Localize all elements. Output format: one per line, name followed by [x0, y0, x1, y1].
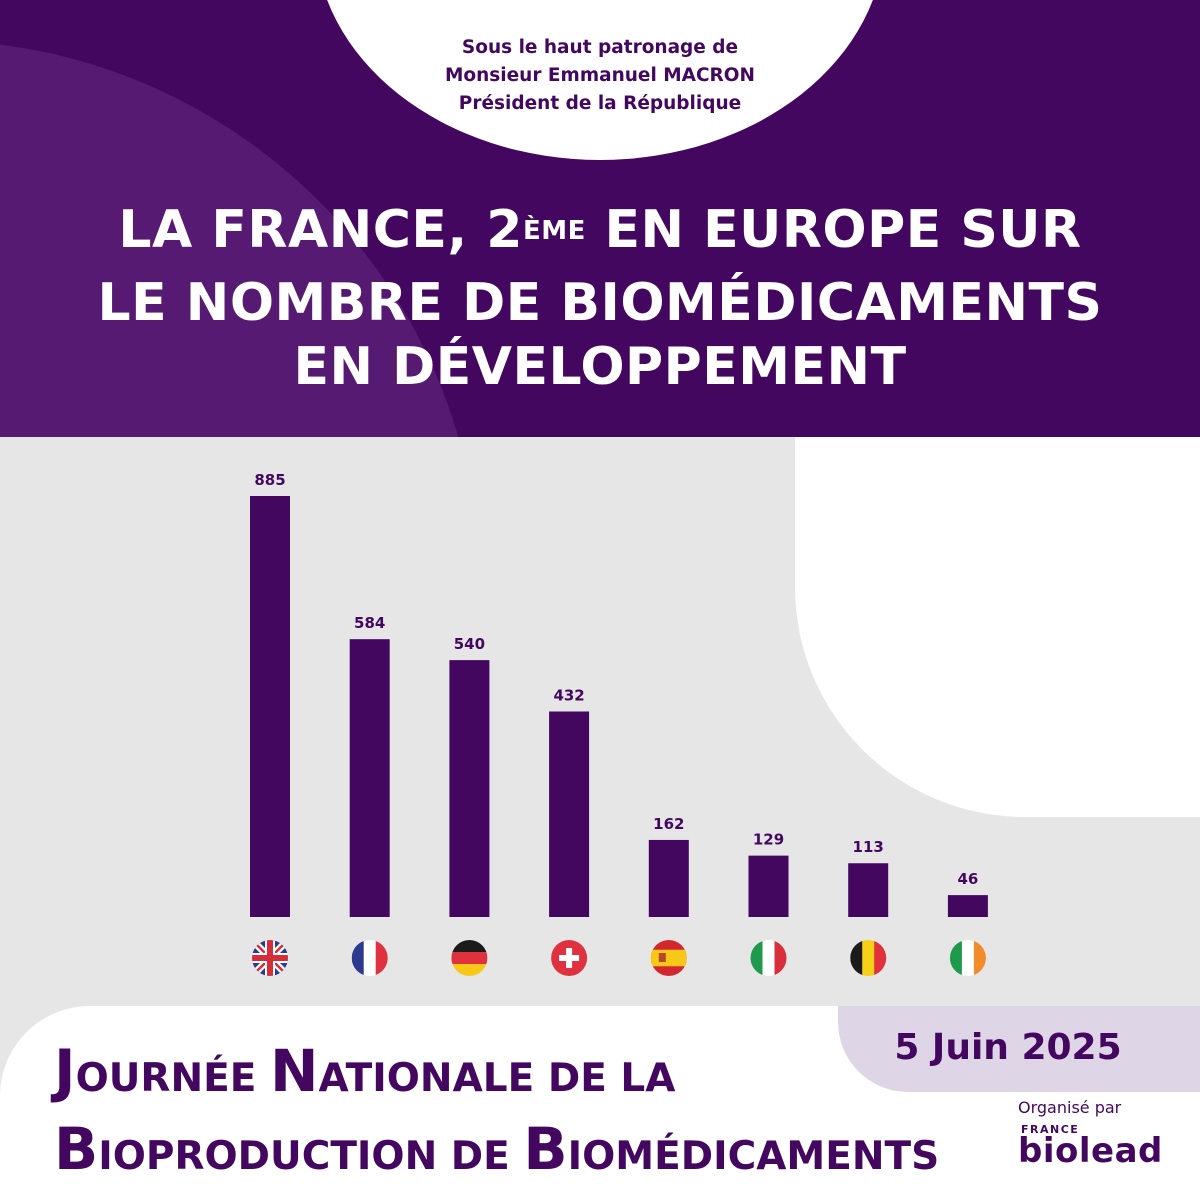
bar-ie: [947, 895, 988, 917]
event-title-cap: B: [54, 1115, 99, 1183]
bar-ch: [549, 711, 590, 917]
patronage-line-1: Sous le haut patronage de: [461, 37, 739, 58]
date-box: [838, 1006, 1200, 1092]
bar-fr: [349, 639, 390, 917]
flag-es-icon: [650, 940, 687, 976]
organizer: Organisé par FRANCE biolead: [1018, 1098, 1163, 1171]
event-title: JOURNÉE NATIONALE DE LA BIOPRODUCTION DE…: [54, 1036, 939, 1192]
event-title-part: IOPRODUCTION DE: [98, 1134, 524, 1179]
bar-de: [449, 660, 490, 917]
event-title-part: IOMÉDICAMENTS: [567, 1134, 940, 1179]
bar-uk: [250, 496, 290, 917]
bar-value-label: 540: [454, 635, 485, 653]
bar-value-label: 432: [553, 686, 584, 704]
bar-value-label: 46: [957, 870, 978, 888]
flag-de-icon: [451, 940, 488, 976]
headline: LA FRANCE, 2ÈME EN EUROPE SUR LE NOMBRE …: [0, 198, 1200, 399]
patronage-line-2: Monsieur Emmanuel MACRON: [444, 65, 756, 86]
bar-value-label: 162: [653, 815, 684, 833]
bar-value-label: 584: [354, 614, 385, 632]
headline-line-1: LA FRANCE, 2ÈME EN EUROPE SUR: [0, 198, 1200, 271]
bar-es: [648, 839, 689, 917]
event-title-part: ATIONALE DE LA: [318, 1056, 676, 1101]
bar-value-label: 113: [853, 838, 884, 856]
bar-be: [848, 863, 889, 917]
event-title-cap: J: [54, 1037, 76, 1105]
event-title-line-2: BIOPRODUCTION DE BIOMÉDICAMENTS: [54, 1114, 939, 1192]
flag-ch-icon: [551, 940, 588, 976]
flag-ie-icon: [949, 940, 986, 976]
headline-part: EN EUROPE SUR: [585, 200, 1082, 260]
bar-value-label: 885: [254, 471, 285, 489]
event-date: 5 Juin 2025: [894, 1027, 1122, 1068]
event-title-part: OURNÉE: [75, 1056, 270, 1101]
headline-superscript: ÈME: [522, 216, 586, 246]
biolead-logo: biolead: [1018, 1131, 1163, 1171]
header-section: Sous le haut patronage de Monsieur Emman…: [0, 0, 1200, 437]
headline-line-2: LE NOMBRE DE BIOMÉDICAMENTS: [97, 273, 1103, 333]
organizer-france: FRANCE: [1021, 1123, 1080, 1136]
flag-be-icon: [850, 940, 887, 976]
bar-value-label: 129: [753, 831, 784, 849]
flag-uk-icon: [252, 940, 288, 976]
headline-line-3: EN DÉVELOPPEMENT: [293, 337, 907, 397]
flag-it-icon: [750, 940, 787, 976]
bar-it: [748, 855, 789, 917]
event-title-line-1: JOURNÉE NATIONALE DE LA: [54, 1036, 939, 1114]
patronage-text: Sous le haut patronage de Monsieur Emman…: [300, 34, 900, 118]
organizer-label: Organisé par: [1018, 1098, 1122, 1117]
patronage-line-3: Président de la République: [458, 93, 742, 114]
event-title-cap: B: [523, 1115, 568, 1183]
headline-part: LA FRANCE, 2: [118, 200, 523, 260]
flag-fr-icon: [351, 940, 388, 976]
event-title-cap: N: [269, 1037, 319, 1105]
bar-chart: 885 584 540 432 162 129 113 46: [250, 471, 988, 976]
